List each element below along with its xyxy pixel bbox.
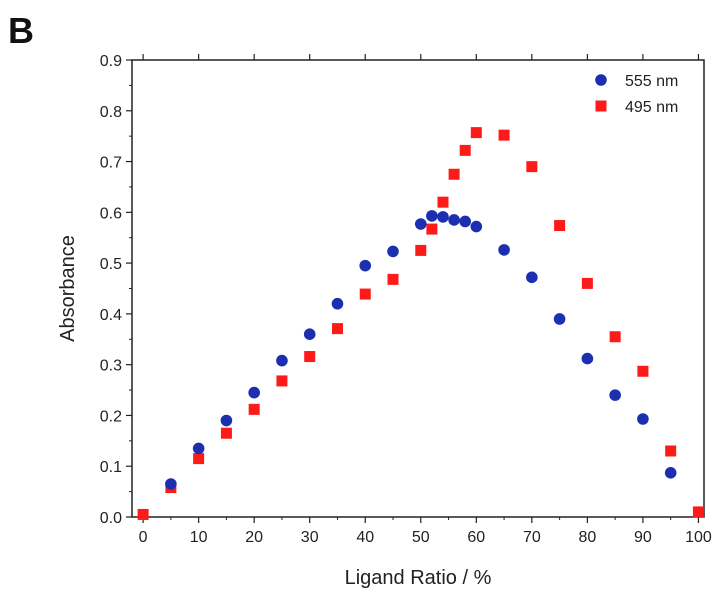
data-points-group xyxy=(137,127,704,520)
data-point xyxy=(692,506,704,518)
data-point xyxy=(426,223,438,235)
data-point xyxy=(220,414,233,427)
legend-label-555: 555 nm xyxy=(625,73,678,90)
legend-marker-555 xyxy=(595,74,607,86)
data-point xyxy=(459,144,471,156)
legend-swatch xyxy=(595,100,607,112)
data-point xyxy=(415,244,427,256)
panel-label: B xyxy=(8,10,34,51)
x-tick-label: 40 xyxy=(356,529,374,546)
y-axis-title: Absorbance xyxy=(57,235,79,342)
data-point xyxy=(359,259,372,272)
data-point xyxy=(437,211,449,223)
data-point xyxy=(331,323,343,335)
data-point xyxy=(387,273,399,285)
x-tick-label: 20 xyxy=(245,529,263,546)
x-tick-label: 80 xyxy=(578,529,596,546)
plot-frame xyxy=(131,59,705,518)
data-point xyxy=(137,508,149,520)
data-point xyxy=(193,453,205,465)
y-tick-label: 0.4 xyxy=(100,307,122,324)
x-tick-label: 60 xyxy=(467,529,485,546)
data-point xyxy=(553,313,566,325)
data-point xyxy=(276,375,288,387)
data-point xyxy=(448,168,460,180)
data-point xyxy=(609,389,621,401)
y-tick-label: 0.5 xyxy=(100,256,122,273)
data-point xyxy=(276,354,288,367)
data-point xyxy=(437,196,449,208)
data-point xyxy=(498,129,510,141)
data-point xyxy=(387,245,399,258)
x-axis-title: Ligand Ratio / % xyxy=(345,567,492,589)
legend-swatch xyxy=(595,74,607,86)
x-tick-label: 10 xyxy=(190,529,208,546)
data-point xyxy=(448,214,460,226)
data-point xyxy=(664,467,677,479)
x-tick-label: 100 xyxy=(685,529,712,546)
x-tick-label: 0 xyxy=(139,529,148,546)
data-point xyxy=(470,127,482,139)
x-tick-label: 50 xyxy=(412,529,430,546)
data-point xyxy=(554,220,566,232)
data-point xyxy=(414,218,427,230)
x-tick-label: 30 xyxy=(301,529,319,546)
y-tick-label: 0.6 xyxy=(100,205,122,222)
data-point xyxy=(470,220,483,233)
legend: 555 nm 495 nm xyxy=(595,73,678,116)
y-tick-label: 0.1 xyxy=(100,459,122,476)
data-point xyxy=(581,352,594,365)
data-point xyxy=(581,277,593,289)
data-point xyxy=(192,442,205,455)
data-point xyxy=(526,161,538,173)
data-point xyxy=(609,331,621,343)
data-point xyxy=(248,403,260,415)
y-tick-label: 0.2 xyxy=(100,408,122,425)
data-point xyxy=(303,328,316,341)
data-point xyxy=(637,413,649,425)
y-tick-label: 0.9 xyxy=(100,53,122,70)
data-point xyxy=(165,478,177,490)
data-point xyxy=(248,386,260,399)
x-tick-label: 70 xyxy=(523,529,541,546)
y-tick-label: 0.0 xyxy=(100,510,122,527)
y-tick-label: 0.8 xyxy=(100,104,122,121)
data-point xyxy=(665,445,677,457)
ticks-group: 0 10 20 30 40 50 60 70 80 90 100 0.0 0.1 0.2 0.3 0.4 0.5… xyxy=(100,53,712,546)
data-point xyxy=(304,351,316,363)
data-point xyxy=(526,271,538,284)
data-point xyxy=(637,365,649,377)
data-point xyxy=(331,297,344,310)
data-point xyxy=(459,215,472,228)
legend-label-495: 495 nm xyxy=(625,99,678,116)
data-point xyxy=(359,288,371,300)
axes-group xyxy=(131,59,705,518)
y-tick-label: 0.3 xyxy=(100,358,122,375)
legend-marker-495 xyxy=(595,100,607,112)
y-tick-label: 0.7 xyxy=(100,155,122,172)
data-point xyxy=(498,244,510,256)
data-point xyxy=(426,210,438,222)
data-point xyxy=(220,427,232,439)
x-tick-label: 90 xyxy=(634,529,652,546)
